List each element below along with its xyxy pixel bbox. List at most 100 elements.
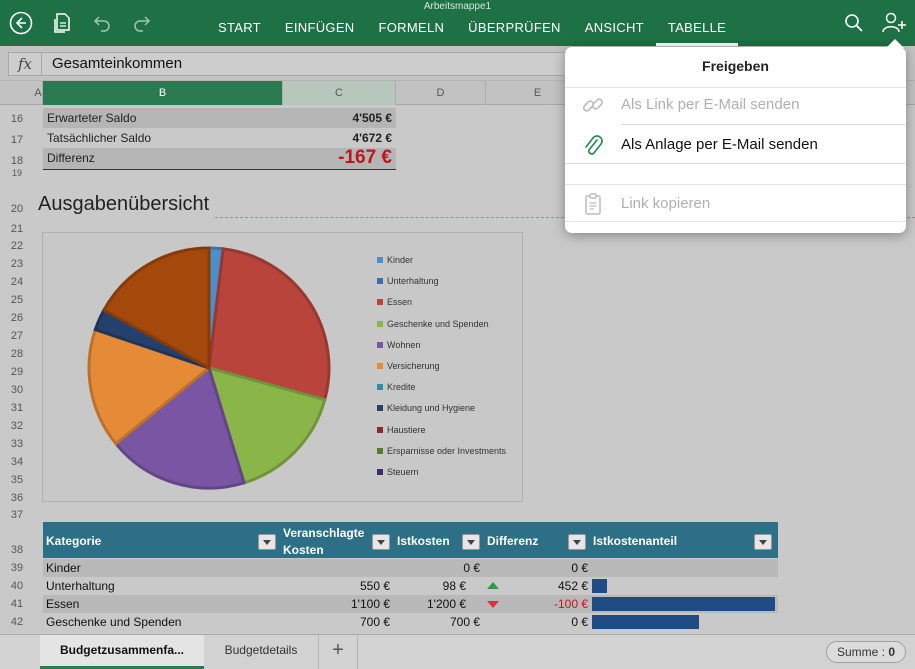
legend-swatch: [377, 320, 383, 327]
legend-swatch: [377, 299, 383, 306]
header-istkostenanteil[interactable]: Istkostenanteil: [590, 522, 778, 558]
filter-button[interactable]: [372, 534, 390, 550]
pie-slice-other[interactable]: [101, 246, 211, 371]
copy-link-button[interactable]: Link kopieren: [565, 184, 906, 222]
difference-value: -167 €: [338, 147, 392, 168]
row-header[interactable]: 39: [10, 562, 24, 574]
row-header[interactable]: 23: [10, 258, 24, 270]
legend-label: Kleidung und Hygiene: [387, 403, 476, 414]
back-icon[interactable]: [8, 10, 34, 36]
header-differenz[interactable]: Differenz: [484, 522, 590, 558]
clipboard-icon: [581, 192, 605, 216]
share-popover: Freigeben Als Link per E-Mail senden Als…: [565, 39, 906, 233]
row-header[interactable]: 30: [10, 384, 24, 396]
pie-slice-geschenke-und-spenden[interactable]: [206, 365, 327, 485]
search-icon[interactable]: [842, 10, 866, 36]
row-header[interactable]: 32: [10, 420, 24, 432]
share-bar: [592, 615, 699, 629]
row-header[interactable]: 33: [10, 438, 24, 450]
tab-ueberpruefen[interactable]: ÜBERPRÜFEN: [468, 20, 561, 35]
filter-button[interactable]: [754, 534, 772, 550]
pie-slice-essen[interactable]: [207, 247, 331, 402]
saldo-label: Differenz: [47, 151, 95, 165]
saldo-value: 4'505 €: [352, 111, 392, 125]
row-header[interactable]: 24: [10, 276, 24, 288]
row-header[interactable]: 22: [10, 240, 24, 252]
saldo-value: 4'672 €: [352, 131, 392, 145]
sheet-tab-budgetdetails[interactable]: Budgetdetails: [224, 643, 298, 657]
row-header[interactable]: 37: [10, 509, 24, 521]
table-row[interactable]: Essen 1'100 € 1'200 € -100 €: [43, 595, 778, 613]
row-header[interactable]: 19: [11, 168, 22, 178]
row-header[interactable]: 18: [10, 155, 24, 167]
add-sheet-button[interactable]: +: [318, 635, 358, 669]
sheet-tab-budgetzusammenfassung[interactable]: Budgetzusammenfa...: [40, 635, 204, 669]
row-header[interactable]: 31: [10, 402, 24, 414]
row-header[interactable]: 26: [10, 312, 24, 324]
row-header[interactable]: 27: [10, 330, 24, 342]
divider: [565, 221, 906, 222]
row-header[interactable]: 29: [10, 366, 24, 378]
pie-chart[interactable]: Kinder Unterhaltung Essen Geschenke und Spe…: [42, 232, 523, 502]
sum-indicator[interactable]: Summe : 0: [825, 641, 906, 663]
row-header[interactable]: 36: [10, 492, 24, 504]
redo-icon[interactable]: [130, 10, 154, 36]
row-header[interactable]: 25: [10, 294, 24, 306]
legend-swatch: [377, 447, 383, 454]
row-header[interactable]: 35: [10, 474, 24, 486]
column-header-d[interactable]: D: [396, 81, 486, 105]
trend-up-icon: [487, 582, 499, 589]
saldo-row-actual[interactable]: Tatsächlicher Saldo 4'672 €: [43, 128, 396, 148]
header-veranschlagt[interactable]: Veranschlagte Kosten: [280, 522, 394, 558]
table-row[interactable]: Unterhaltung 550 € 98 € 452 €: [43, 577, 778, 595]
share-person-icon[interactable]: [880, 10, 908, 36]
saldo-row-expected[interactable]: Erwarteter Saldo 4'505 €: [43, 108, 396, 128]
pie-slice-wohnen[interactable]: [113, 365, 246, 490]
header-kategorie[interactable]: Kategorie: [43, 522, 280, 558]
tab-ansicht[interactable]: ANSICHT: [584, 20, 644, 35]
legend-swatch: [377, 278, 383, 285]
pie-chart-svg: [87, 246, 331, 490]
row-header[interactable]: 28: [10, 348, 24, 360]
row-header[interactable]: 38: [10, 544, 24, 556]
row-header[interactable]: 34: [10, 456, 24, 468]
column-header-a[interactable]: A: [34, 81, 43, 105]
undo-icon[interactable]: [90, 10, 114, 36]
legend-item: Kleidung und Hygiene: [377, 403, 522, 424]
tab-einfuegen[interactable]: EINFÜGEN: [284, 20, 355, 35]
row-header[interactable]: 40: [10, 580, 24, 592]
divider: [565, 184, 906, 185]
formula-input[interactable]: Gesamteinkommen: [42, 52, 602, 76]
table-row[interactable]: Geschenke und Spenden 700 € 700 € 0 €: [43, 613, 778, 631]
share-link-email-button[interactable]: Als Link per E-Mail senden: [565, 85, 906, 123]
file-icon[interactable]: [50, 10, 74, 36]
share-attachment-email-button[interactable]: Als Anlage per E-Mail senden: [565, 125, 906, 163]
header-istkosten[interactable]: Istkosten: [394, 522, 484, 558]
legend-label: Unterhaltung: [387, 276, 439, 287]
table-row[interactable]: Kinder 0 € 0 €: [43, 559, 778, 577]
fx-button[interactable]: fx: [8, 52, 42, 76]
row-header[interactable]: 41: [10, 598, 24, 610]
divider: [565, 163, 906, 164]
row-header[interactable]: 16: [10, 113, 24, 125]
row-header[interactable]: 42: [10, 616, 24, 628]
tab-tabelle[interactable]: TABELLE: [655, 12, 739, 46]
filter-button[interactable]: [258, 534, 276, 550]
filter-button[interactable]: [462, 534, 480, 550]
filter-button[interactable]: [568, 534, 586, 550]
row-header[interactable]: 20: [10, 203, 24, 215]
sheet-tab-bar: Budgetzusammenfa... Budgetdetails + Summ…: [0, 634, 915, 669]
row-header[interactable]: 21: [10, 223, 24, 235]
legend-label: Wohnen: [387, 339, 421, 350]
legend-item: Haustiere: [377, 425, 522, 446]
legend-label: Kredite: [387, 382, 416, 393]
row-header[interactable]: 17: [10, 134, 24, 146]
column-header-c[interactable]: C: [283, 81, 396, 105]
legend-swatch: [377, 405, 383, 412]
legend-label: Haustiere: [387, 424, 426, 435]
saldo-row-difference[interactable]: Differenz -167 €: [43, 147, 396, 170]
legend-swatch: [377, 341, 383, 348]
column-header-b[interactable]: B: [43, 81, 283, 105]
tab-formeln[interactable]: FORMELN: [378, 20, 445, 35]
tab-start[interactable]: START: [218, 20, 261, 35]
